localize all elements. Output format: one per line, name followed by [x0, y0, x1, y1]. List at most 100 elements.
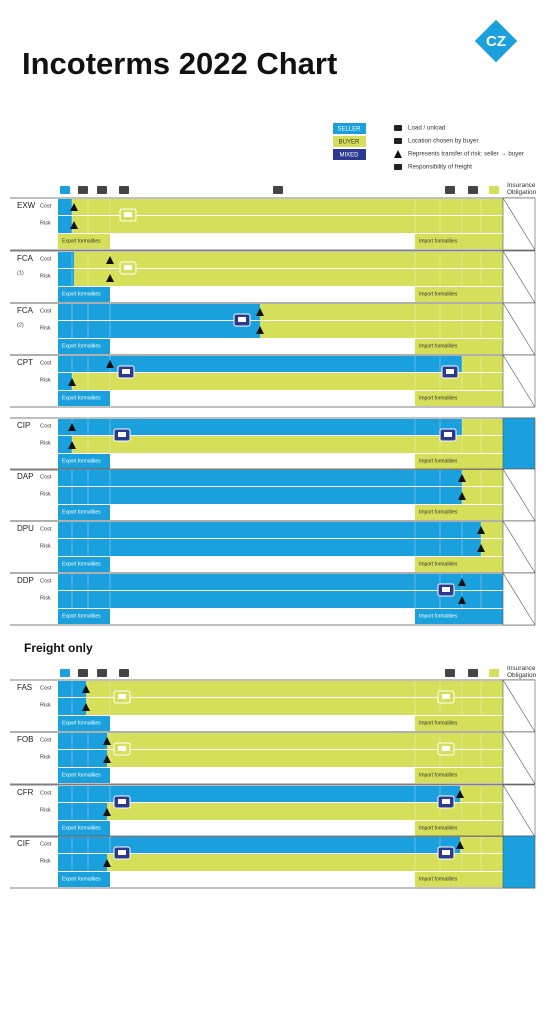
- term-note: (2): [17, 322, 24, 328]
- freight-icon-body: [442, 587, 450, 592]
- export-cell: [58, 505, 110, 520]
- term: DAP: [17, 472, 33, 481]
- import-label: Import formalities: [419, 343, 458, 349]
- risk-buyer: [481, 539, 503, 556]
- cost-buyer: [107, 733, 503, 749]
- logo: CZ: [474, 19, 518, 63]
- risk-buyer: [72, 373, 503, 390]
- import-cell: [415, 391, 503, 406]
- export-cell: [58, 339, 110, 354]
- risk-seller: [58, 269, 74, 286]
- risk-seller: [58, 803, 107, 820]
- risk-triangle: [82, 703, 90, 711]
- insurance-label: Insurance Obligation: [507, 182, 537, 196]
- export-cell: [58, 872, 110, 887]
- freight-icon-body: [124, 265, 132, 270]
- risk-triangle: [70, 203, 78, 211]
- import-label: Import formalities: [419, 458, 458, 464]
- import-label: Import formalities: [419, 772, 458, 778]
- risk-triangle: [477, 526, 485, 534]
- header-icon: [97, 669, 107, 677]
- risk-buyer: [462, 487, 503, 504]
- export-cell: [58, 821, 110, 836]
- risk-seller: [58, 854, 107, 871]
- insurance-diagonal: [502, 784, 536, 838]
- export-cell: [58, 557, 110, 572]
- import-label: Import formalities: [419, 561, 458, 567]
- insurance-cell: [502, 835, 536, 889]
- risk-label: Risk: [40, 543, 51, 549]
- risk-triangle: [256, 308, 264, 316]
- legend-text: Load / unload: [408, 125, 446, 132]
- header-icon: [78, 669, 88, 677]
- insurance-label: Insurance Obligation: [507, 665, 537, 679]
- export-cell: [58, 287, 110, 302]
- risk-triangle: [68, 378, 76, 386]
- cost-label: Cost: [40, 841, 52, 847]
- section-heading: Freight only: [24, 641, 93, 655]
- cost-buyer: [260, 304, 503, 320]
- cost-seller: [58, 837, 460, 853]
- risk-triangle: [458, 596, 466, 604]
- cost-label: Cost: [40, 578, 52, 584]
- term-note: (1): [17, 270, 24, 276]
- import-cell: [415, 454, 503, 469]
- risk-label: Risk: [40, 325, 51, 331]
- cost-seller: [58, 356, 462, 372]
- import-label: Import formalities: [419, 876, 458, 882]
- legend-text: Represents transfer of risk: seller → bu…: [408, 151, 524, 158]
- cost-buyer: [460, 786, 503, 802]
- risk-label: Risk: [40, 491, 51, 497]
- import-cell: [415, 716, 503, 731]
- cost-label: Cost: [40, 790, 52, 796]
- risk-triangle: [106, 256, 114, 264]
- cost-seller: [58, 574, 503, 590]
- risk-triangle: [256, 326, 264, 334]
- import-label: Import formalities: [419, 720, 458, 726]
- risk-seller: [58, 373, 72, 390]
- term: CIP: [17, 421, 30, 430]
- risk-label: Risk: [40, 702, 51, 708]
- header-icon: [445, 669, 455, 677]
- import-cell: [415, 557, 503, 572]
- import-cell: [415, 234, 503, 249]
- import-label: Import formalities: [419, 825, 458, 831]
- risk-triangle: [70, 221, 78, 229]
- risk-triangle: [68, 423, 76, 431]
- term: FCA: [17, 306, 34, 315]
- insurance-diagonal: [502, 197, 536, 251]
- risk-seller: [58, 750, 107, 767]
- term: CFR: [17, 788, 34, 797]
- risk-triangle: [477, 544, 485, 552]
- cost-seller: [58, 522, 481, 538]
- risk-buyer: [107, 750, 503, 767]
- export-label: Export formalities: [62, 825, 101, 831]
- risk-buyer: [74, 269, 503, 286]
- risk-seller: [58, 216, 72, 233]
- legend-icon: [394, 138, 402, 144]
- cost-label: Cost: [40, 737, 52, 743]
- export-label: Export formalities: [62, 343, 101, 349]
- term: FOB: [17, 735, 33, 744]
- header-icon: [468, 186, 478, 194]
- risk-buyer: [86, 698, 503, 715]
- cost-label: Cost: [40, 423, 52, 429]
- logo-text: CZ: [486, 33, 506, 50]
- cost-label: Cost: [40, 360, 52, 366]
- cost-buyer: [481, 522, 503, 538]
- freight-icon-body: [122, 369, 130, 374]
- cost-buyer: [460, 837, 503, 853]
- export-label: Export formalities: [62, 238, 101, 244]
- import-cell: [415, 768, 503, 783]
- freight-icon-body: [118, 432, 126, 437]
- export-cell: [58, 768, 110, 783]
- export-label: Export formalities: [62, 561, 101, 567]
- export-label: Export formalities: [62, 395, 101, 401]
- export-label: Export formalities: [62, 509, 101, 515]
- insurance-diagonal: [502, 731, 536, 785]
- cost-label: Cost: [40, 685, 52, 691]
- risk-seller: [58, 591, 503, 608]
- risk-icon: [394, 150, 402, 158]
- import-label: Import formalities: [419, 509, 458, 515]
- cost-seller: [58, 419, 462, 435]
